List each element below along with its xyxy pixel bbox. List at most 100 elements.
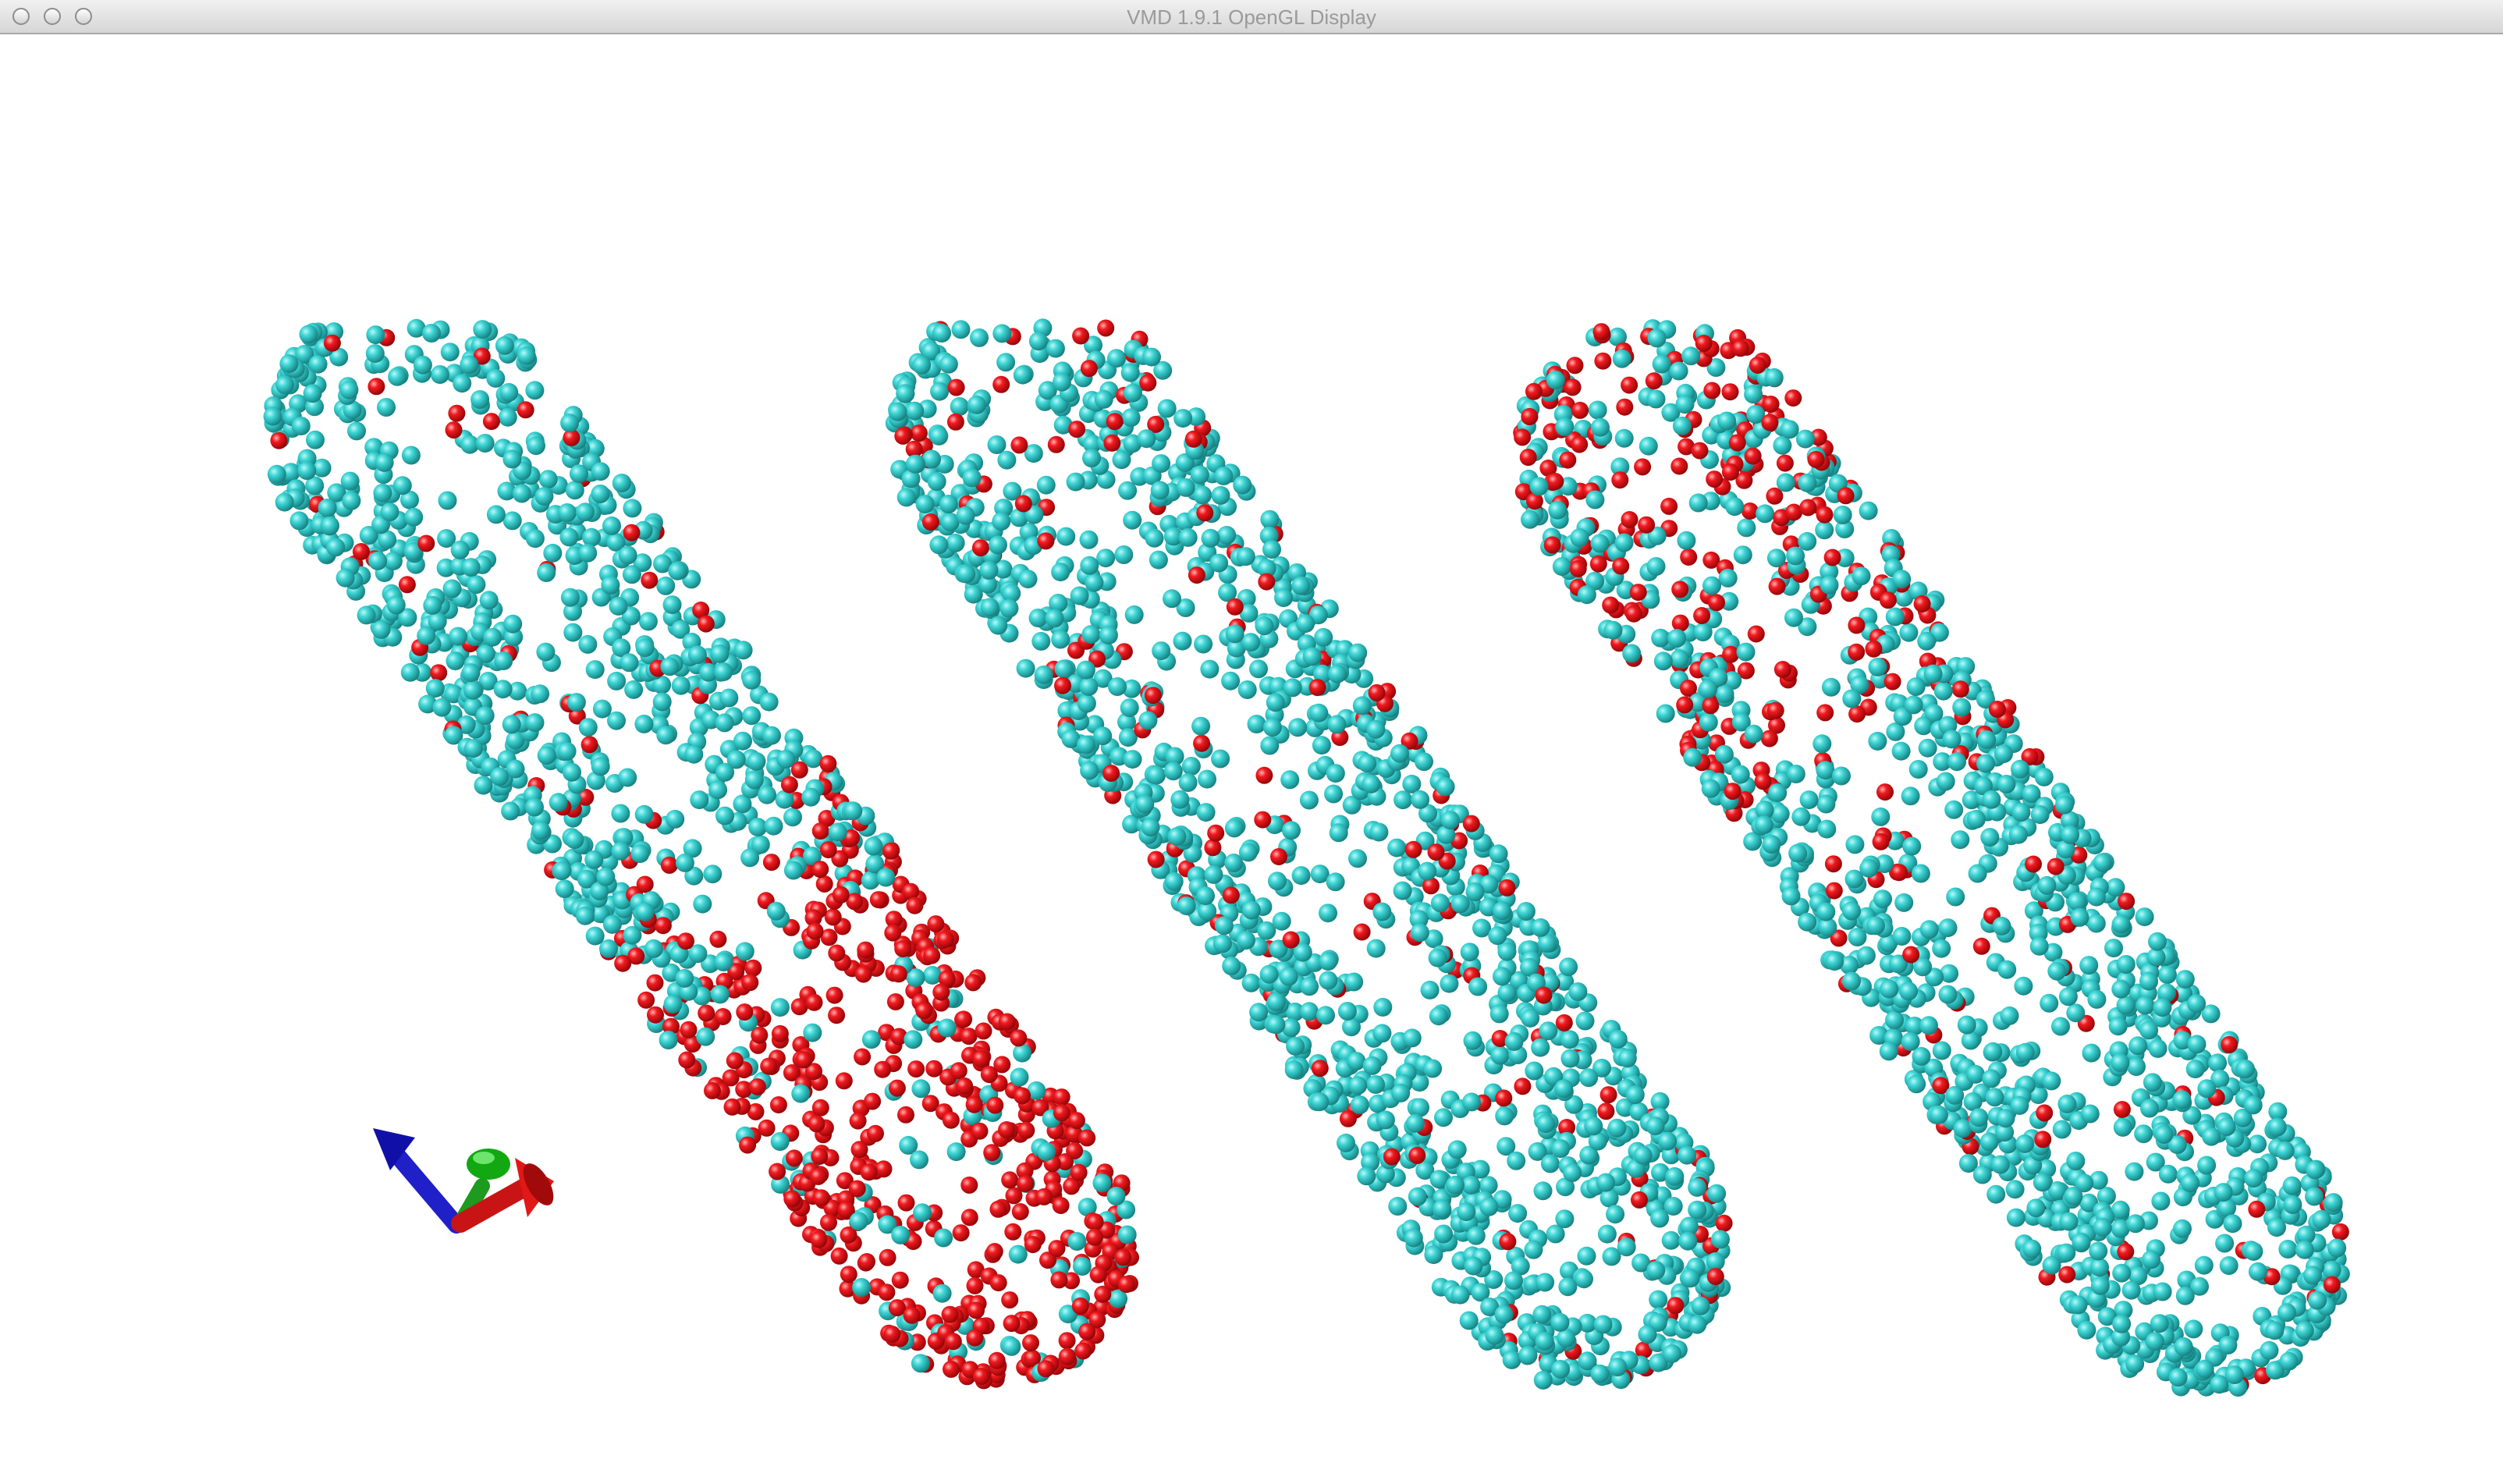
- cyan-particle: [2295, 1321, 2314, 1340]
- cyan-particle: [1170, 790, 1190, 809]
- cyan-particle: [1840, 956, 1859, 975]
- red-particle: [2117, 1243, 2135, 1261]
- red-particle: [941, 1305, 959, 1323]
- cyan-particle: [1773, 435, 1792, 455]
- cyan-particle: [1319, 952, 1338, 971]
- red-particle: [636, 875, 654, 893]
- cyan-particle: [1177, 896, 1196, 916]
- cyan-particle: [1255, 616, 1274, 636]
- cyan-particle: [502, 511, 522, 531]
- cyan-particle: [1650, 1092, 1670, 1111]
- cyan-particle: [1479, 875, 1499, 894]
- cyan-particle: [1577, 585, 1596, 605]
- cyan-particle: [1669, 361, 1688, 381]
- cyan-particle: [366, 325, 385, 345]
- red-particle: [646, 974, 664, 992]
- red-particle: [925, 1060, 943, 1077]
- cyan-particle: [2059, 1212, 2079, 1231]
- cyan-particle: [1551, 1359, 1571, 1379]
- cyan-particle: [618, 545, 637, 565]
- cyan-particle: [1209, 553, 1229, 573]
- cyan-particle: [1260, 736, 1280, 755]
- cyan-particle: [1178, 773, 1198, 792]
- cyan-particle: [2158, 1164, 2178, 1184]
- red-particle: [1972, 937, 1990, 955]
- cyan-particle: [2090, 1276, 2110, 1295]
- cyan-particle: [1405, 1113, 1425, 1133]
- cyan-particle: [1622, 644, 1642, 663]
- red-particle: [894, 940, 912, 957]
- cyan-particle: [560, 588, 580, 607]
- cyan-particle: [591, 904, 610, 924]
- cyan-particle: [620, 653, 639, 673]
- cyan-particle: [1678, 1231, 1698, 1251]
- cyan-particle: [2153, 1282, 2172, 1301]
- cyan-particle: [997, 450, 1017, 470]
- cyan-particle: [1141, 818, 1160, 837]
- red-particle: [1629, 584, 1647, 602]
- cyan-particle: [2061, 825, 2080, 844]
- cyan-particle: [2233, 1108, 2253, 1127]
- opengl-display-canvas[interactable]: [0, 34, 2503, 1484]
- cyan-particle: [719, 688, 739, 708]
- red-particle: [1571, 401, 1589, 419]
- red-particle: [965, 1095, 983, 1113]
- cyan-particle: [291, 417, 311, 435]
- cyan-particle: [1899, 982, 1919, 1001]
- cyan-particle: [910, 1150, 928, 1170]
- cyan-particle: [1976, 754, 1995, 773]
- molecule-scene[interactable]: [0, 34, 2503, 1484]
- cyan-particle: [1638, 436, 1658, 456]
- red-particle: [1422, 877, 1440, 895]
- cyan-particle: [1280, 770, 1300, 790]
- cyan-particle: [1061, 729, 1081, 748]
- cyan-particle: [392, 476, 412, 495]
- cyan-particle: [1447, 1140, 1467, 1159]
- red-particle: [1735, 471, 1753, 489]
- red-particle: [906, 896, 924, 914]
- cyan-particle: [1257, 921, 1276, 940]
- cyan-particle: [1677, 531, 1696, 550]
- cyan-particle: [2136, 996, 2155, 1015]
- cyan-particle: [463, 739, 483, 758]
- cyan-particle: [1440, 811, 1460, 830]
- red-particle: [1072, 327, 1090, 345]
- zoom-window-icon[interactable]: [75, 8, 92, 25]
- cyan-particle: [1815, 520, 1834, 540]
- cyan-particle: [1358, 754, 1377, 773]
- cyan-particle: [1152, 641, 1171, 661]
- cyan-particle: [503, 614, 523, 634]
- cyan-particle: [939, 495, 958, 513]
- cyan-particle: [563, 623, 583, 642]
- red-particle: [1353, 923, 1371, 941]
- cyan-particle: [671, 676, 691, 695]
- red-particle: [1766, 487, 1784, 505]
- cyan-particle: [1344, 972, 1364, 992]
- cyan-particle: [1646, 389, 1666, 409]
- cyan-particle: [1411, 1098, 1429, 1117]
- cyan-particle: [2048, 1180, 2067, 1200]
- cyan-particle: [2112, 1263, 2132, 1283]
- red-particle: [1824, 855, 1842, 873]
- minimize-window-icon[interactable]: [44, 8, 61, 25]
- close-window-icon[interactable]: [12, 8, 30, 25]
- cyan-particle: [2146, 947, 2166, 967]
- cyan-particle: [578, 543, 598, 563]
- cyan-particle: [570, 464, 588, 484]
- cyan-particle: [906, 968, 925, 988]
- cyan-particle: [634, 804, 654, 824]
- cyan-particle: [2153, 998, 2172, 1017]
- cyan-particle: [506, 759, 525, 779]
- cyan-particle: [1945, 1085, 1965, 1105]
- cyan-particle: [2111, 979, 2131, 999]
- cyan-particle: [1842, 901, 1861, 921]
- cyan-particle: [1152, 454, 1171, 474]
- cyan-particle: [340, 471, 360, 491]
- red-particle: [1558, 1119, 1576, 1136]
- red-particle: [888, 1299, 906, 1317]
- title-bar[interactable]: VMD 1.9.1 OpenGL Display: [0, 0, 2503, 34]
- cyan-particle: [1123, 434, 1142, 453]
- red-particle: [1761, 414, 1779, 431]
- cyan-particle: [1070, 586, 1089, 605]
- cyan-particle: [1736, 642, 1756, 662]
